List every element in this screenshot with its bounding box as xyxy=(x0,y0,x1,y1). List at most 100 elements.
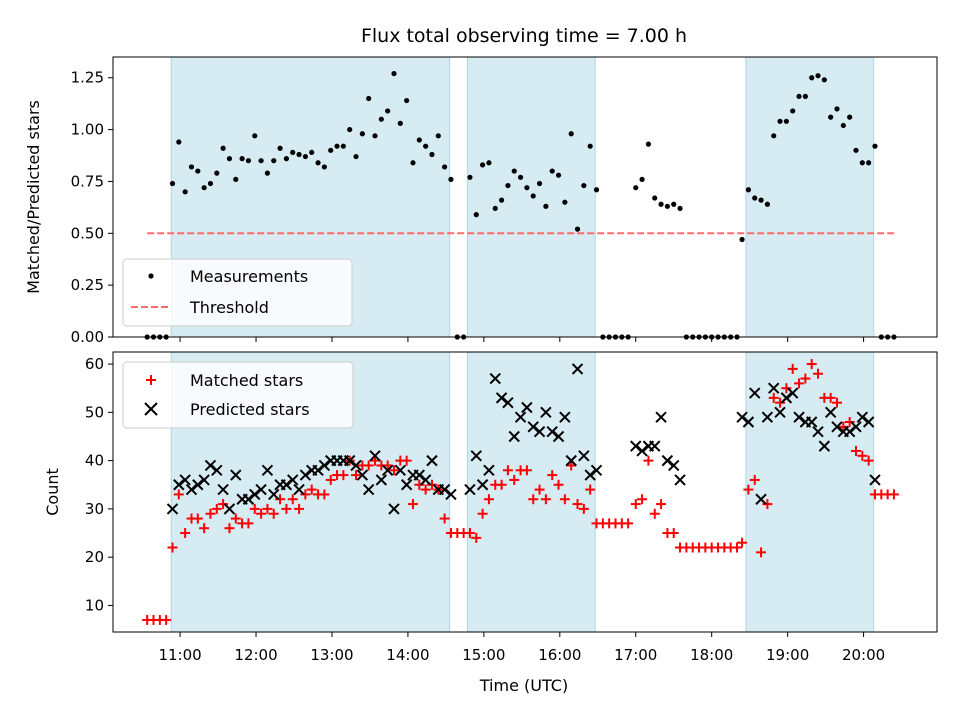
predicted-point xyxy=(495,392,508,404)
matched-point xyxy=(281,503,292,514)
matched-point xyxy=(756,547,767,558)
measurement-point xyxy=(492,205,498,212)
matched-point xyxy=(426,479,437,490)
matched-point xyxy=(180,528,191,539)
predicted-point xyxy=(869,474,881,486)
matched-point xyxy=(382,460,393,471)
predicted-point xyxy=(268,488,280,501)
measurement-point xyxy=(340,143,346,149)
measurement-point xyxy=(195,168,201,174)
predicted-point xyxy=(742,416,755,428)
predicted-point xyxy=(636,445,648,457)
matched-point xyxy=(471,532,482,543)
matched-point xyxy=(566,460,577,471)
bottom-panel: 10 20 30 40 50 60 11:00 12:00 13:00 14:00 15:00 16… xyxy=(43,351,938,695)
measurement-point xyxy=(169,180,176,187)
measurement-point xyxy=(182,189,188,195)
predicted-point xyxy=(793,411,805,423)
bottom-legend: Matched stars Predicted stars xyxy=(122,361,354,429)
measurement-point xyxy=(652,195,658,201)
measurement-point xyxy=(296,151,302,158)
measurement-point xyxy=(416,137,422,143)
measurement-point xyxy=(277,145,283,151)
predicted-point xyxy=(198,474,210,486)
predicted-point xyxy=(369,450,381,462)
measurement-point xyxy=(423,143,429,149)
predicted-point xyxy=(470,450,482,462)
predicted-point xyxy=(533,425,546,438)
measurement-point xyxy=(866,160,872,166)
predicted-point xyxy=(584,469,596,481)
measurement-point xyxy=(302,153,308,160)
matched-point xyxy=(401,455,412,466)
measurement-point xyxy=(802,93,808,100)
x-tick-label: 11:00 xyxy=(158,646,201,664)
matched-point xyxy=(656,499,667,510)
matched-point xyxy=(351,470,362,481)
measurement-point xyxy=(671,201,677,207)
measurement-point xyxy=(201,185,207,191)
predicted-point xyxy=(824,406,837,419)
matched-point xyxy=(483,494,494,505)
measurement-point xyxy=(815,73,821,79)
x-tick-label: 14:00 xyxy=(386,646,429,664)
predicted-point xyxy=(831,421,843,433)
matched-point xyxy=(623,518,634,529)
measurement-point xyxy=(498,197,505,203)
predicted-point xyxy=(661,454,674,467)
matched-point xyxy=(249,503,260,514)
measurement-point xyxy=(328,147,334,153)
measurement-point xyxy=(872,143,878,149)
matched-point xyxy=(325,474,336,485)
matched-point xyxy=(794,378,805,389)
matched-point xyxy=(806,359,817,370)
matched-point xyxy=(838,421,849,432)
predicted-point xyxy=(674,474,686,486)
measurement-point xyxy=(397,120,403,126)
predicted-point xyxy=(476,479,489,491)
measurement-point xyxy=(853,147,859,153)
measurement-point xyxy=(359,131,365,137)
measurement-point xyxy=(821,77,827,83)
predicted-point xyxy=(464,483,476,496)
predicted-point xyxy=(749,387,761,399)
bottom-shaded-intervals xyxy=(170,351,875,633)
shaded-interval-2 xyxy=(745,351,875,633)
measurement-point xyxy=(549,168,555,174)
shaded-interval-2 xyxy=(745,56,875,338)
x-tick-label: 16:00 xyxy=(538,646,581,664)
chart-title: Flux total observing time = 7.00 h xyxy=(361,25,687,47)
predicted-point xyxy=(293,483,305,496)
measurement-point xyxy=(587,143,593,149)
top-x-ticks xyxy=(179,337,865,342)
predicted-point xyxy=(261,464,274,476)
measurement-point xyxy=(639,176,645,182)
measurement-point xyxy=(840,122,846,129)
measurement-point xyxy=(207,180,214,187)
measurement-point xyxy=(764,201,770,207)
matched-point xyxy=(243,518,254,529)
x-tick-label: 20:00 xyxy=(842,646,885,664)
legend-measurements-label: Measurements xyxy=(190,267,308,286)
matched-point xyxy=(813,368,824,379)
measurement-point xyxy=(796,93,802,100)
measurement-point xyxy=(290,149,296,156)
matched-point xyxy=(743,484,754,495)
y-tick-label: 0.75 xyxy=(71,172,104,190)
predicted-point xyxy=(668,459,680,472)
matched-point xyxy=(167,542,178,553)
predicted-point xyxy=(761,411,774,423)
predicted-point xyxy=(514,411,527,423)
predicted-point xyxy=(350,459,362,472)
top-y-axis-label: Matched/Predicted stars xyxy=(24,100,43,294)
measurement-point xyxy=(677,205,683,212)
predicted-point xyxy=(843,425,856,438)
measurement-point xyxy=(334,143,340,149)
top-plot-area xyxy=(144,70,897,340)
measurement-point xyxy=(664,203,670,209)
y-tick-label: 10 xyxy=(85,596,104,614)
predicted-point xyxy=(362,483,375,496)
matched-point xyxy=(732,542,743,553)
measurement-point xyxy=(568,131,574,137)
